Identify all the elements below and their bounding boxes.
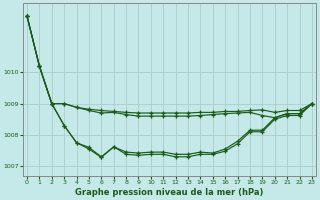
X-axis label: Graphe pression niveau de la mer (hPa): Graphe pression niveau de la mer (hPa): [75, 188, 264, 197]
